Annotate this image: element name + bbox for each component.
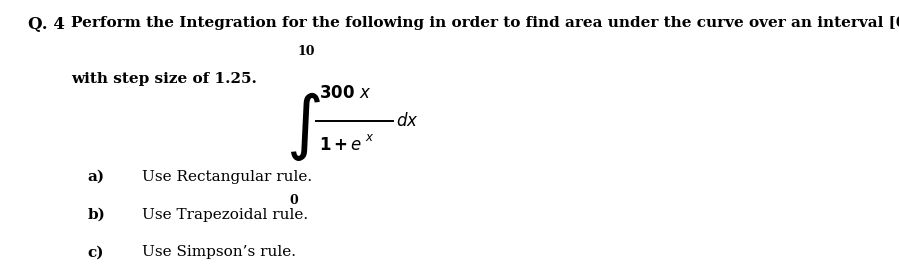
Text: $\mathbf{300}\ \mathit{x}$: $\mathbf{300}\ \mathit{x}$ [319,84,371,102]
Text: b): b) [87,208,105,222]
Text: $\mathit{dx}$: $\mathit{dx}$ [396,112,419,130]
Text: c): c) [87,246,104,260]
Text: $\int$: $\int$ [286,89,320,163]
Text: Perform the Integration for the following in order to find area under the curve : Perform the Integration for the followin… [71,16,899,30]
Text: $\mathit{x}$: $\mathit{x}$ [365,131,374,144]
Text: 10: 10 [298,45,315,58]
Text: $\mathbf{1+}$$\mathit{e}$: $\mathbf{1+}$$\mathit{e}$ [319,136,362,154]
Text: 0: 0 [289,194,298,207]
Text: Q. 4: Q. 4 [29,16,66,33]
Text: Use Simpson’s rule.: Use Simpson’s rule. [142,246,296,260]
Text: a): a) [87,170,104,184]
Text: Use Trapezoidal rule.: Use Trapezoidal rule. [142,208,307,222]
Text: Use Rectangular rule.: Use Rectangular rule. [142,170,312,184]
Text: with step size of 1.25.: with step size of 1.25. [71,72,257,86]
